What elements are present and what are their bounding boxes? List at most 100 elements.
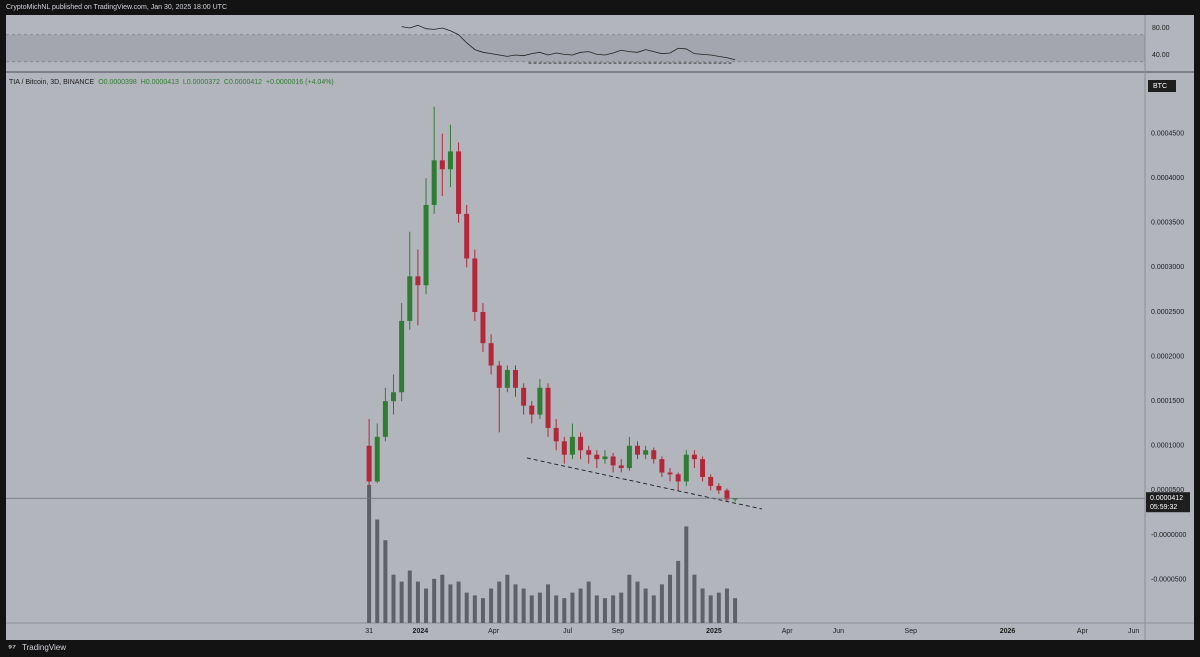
candle-body: [529, 405, 535, 415]
countdown: 05:59:32: [1150, 504, 1177, 511]
x-tick-label: Apr: [782, 628, 794, 635]
candle-body: [374, 436, 380, 482]
volume-bar: [448, 584, 453, 623]
candle-body: [488, 343, 494, 366]
volume-bar: [659, 584, 664, 623]
y-tick-label: 0.0001500: [1151, 398, 1184, 405]
logo-icon: ⁹⁷: [8, 642, 16, 652]
candle-body: [456, 151, 462, 214]
candle-body: [537, 387, 543, 415]
candle-body: [675, 474, 681, 482]
volume-bar: [733, 598, 738, 623]
x-tick-label: Jun: [833, 628, 844, 635]
candle-body: [708, 476, 714, 486]
x-tick-label: 2024: [413, 628, 429, 635]
y-tick-label: 0.0002000: [1151, 353, 1184, 360]
candle-body: [496, 365, 502, 388]
candle-body: [447, 151, 453, 170]
ohlc-value: L0.0000372: [183, 79, 220, 86]
volume-bar: [464, 592, 469, 623]
candle-body: [700, 459, 706, 477]
volume-bar: [489, 588, 494, 623]
volume-bar: [391, 574, 396, 623]
candle-body: [480, 311, 486, 344]
last-price-label: 0.0000412: [1150, 495, 1183, 502]
volume-bar: [692, 574, 697, 623]
x-tick-label: Sep: [612, 628, 625, 635]
volume-bar: [684, 526, 689, 623]
y-tick-label: 0.0001000: [1151, 443, 1184, 450]
volume-bar: [724, 588, 729, 623]
ohlc-value: C0.0000412: [224, 79, 262, 86]
volume-bar: [415, 581, 420, 623]
candle-body: [521, 387, 527, 406]
candle-body: [651, 450, 657, 460]
candle-body: [643, 450, 649, 455]
candle-body: [659, 459, 665, 473]
volume-bar: [497, 581, 502, 623]
y-tick-label: 0.0000500: [1151, 487, 1184, 494]
candle-body: [667, 472, 673, 475]
x-tick-label: Apr: [488, 628, 500, 635]
volume-bar: [505, 574, 510, 623]
volume-bar: [619, 592, 624, 623]
volume-bar: [716, 592, 721, 623]
candle-body: [391, 392, 397, 402]
ohlc-value: O0.0000398: [98, 79, 137, 86]
volume-bar: [424, 588, 429, 623]
candle-body: [683, 454, 689, 482]
symbol-legend: TIA / Bitcoin, 3D, BINANCE O0.0000398 H0.0…: [9, 79, 334, 86]
candle-body: [724, 490, 730, 500]
candle-body: [561, 441, 567, 455]
volume-bar: [367, 485, 372, 623]
y-tick-label: -0.0000000: [1151, 532, 1187, 539]
candle-body: [423, 204, 429, 286]
candle-body: [407, 276, 413, 321]
candle-body: [545, 387, 551, 428]
volume-bar: [562, 598, 567, 623]
candle-body: [366, 445, 372, 482]
volume-bar: [383, 540, 388, 623]
candle-body: [602, 456, 608, 460]
volume-bar: [643, 588, 648, 623]
volume-bar: [546, 584, 551, 623]
candle-body: [439, 160, 445, 170]
candle-body: [382, 401, 388, 437]
rsi-band: [6, 34, 1145, 62]
volume-bar: [399, 581, 404, 623]
volume-bar: [407, 570, 412, 623]
candle-body: [691, 454, 697, 460]
rsi-tick-label: 80.00: [1152, 25, 1170, 32]
candle-body: [472, 258, 478, 312]
volume-bar: [375, 519, 380, 623]
candle-body: [431, 160, 437, 205]
volume-bar: [513, 584, 518, 623]
volume-bar: [440, 574, 445, 623]
volume-bar: [432, 578, 437, 623]
candle-body: [594, 454, 600, 460]
volume-bar: [700, 588, 705, 623]
volume-bar: [529, 595, 534, 623]
volume-bar: [537, 592, 542, 623]
candle-body: [586, 450, 592, 455]
candle-body: [610, 456, 616, 466]
candle-body: [504, 369, 510, 388]
volume-bar: [554, 595, 559, 623]
volume-bar: [472, 595, 477, 623]
volume-bar: [611, 595, 616, 623]
candle-body: [553, 427, 559, 442]
x-tick-label: Apr: [1077, 628, 1089, 635]
volume-bar: [668, 574, 673, 623]
candle-body: [716, 485, 722, 491]
volume-bar: [676, 560, 681, 623]
candle-body: [626, 445, 632, 469]
ohlc-value: H0.0000413: [141, 79, 179, 86]
volume-bar: [586, 581, 591, 623]
candle-body: [578, 436, 584, 451]
volume-bar: [480, 598, 485, 623]
rsi-tick-label: 40.00: [1152, 52, 1170, 59]
currency-box: [1148, 80, 1176, 92]
chart-area: [6, 15, 1194, 640]
